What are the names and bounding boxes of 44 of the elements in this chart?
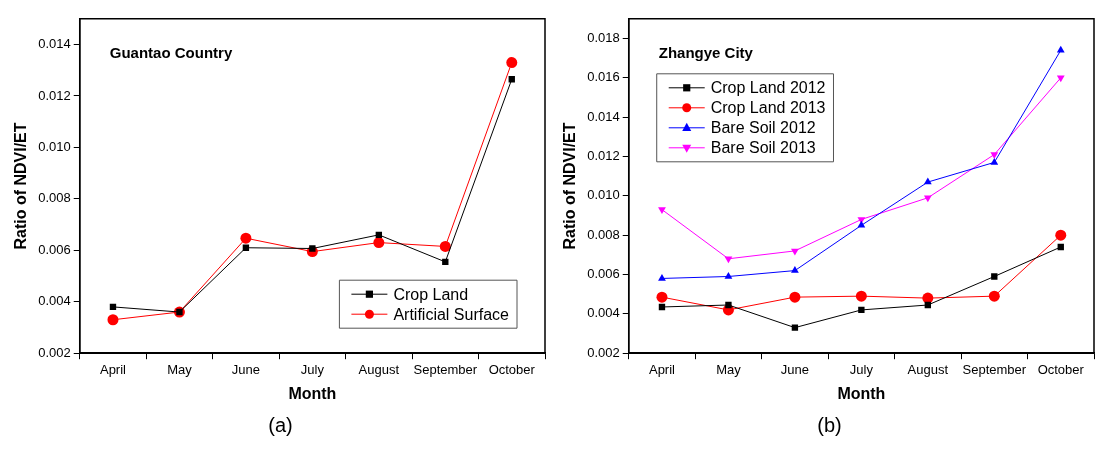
y-tick-label: 0.012	[587, 148, 620, 164]
legend-label: Artificial Surface	[393, 305, 510, 323]
y-tick-label: 0.006	[38, 241, 71, 257]
y-tick-label: 0.004	[38, 293, 71, 309]
y-tick-label: 0.010	[38, 138, 71, 154]
x-tick-label: June	[231, 361, 260, 377]
x-tick-label: October	[488, 361, 536, 377]
x-tick-label: September	[413, 361, 478, 377]
x-tick-label: April	[99, 361, 127, 377]
x-tick-label: September	[962, 361, 1027, 377]
x-tick-label: August	[907, 361, 949, 377]
x-tick-label: July	[849, 361, 874, 377]
x-tick-label: April	[648, 361, 676, 377]
text: Guantao Country	[109, 43, 233, 61]
x-tick-label: August	[358, 361, 400, 377]
legend-label: Crop Land 2013	[710, 99, 826, 117]
legend-label: Bare Soil 2013	[710, 139, 816, 157]
y-tick-label: 0.004	[587, 305, 620, 321]
y-tick-label: 0.014	[38, 36, 71, 52]
y-tick-label: 0.018	[587, 30, 620, 46]
x-tick-label: October	[1037, 361, 1085, 377]
y-tick-label: 0.014	[587, 108, 620, 124]
x-axis-title: Month	[288, 384, 337, 402]
x-tick-label: July	[300, 361, 325, 377]
x-tick-label: May	[167, 361, 193, 377]
y-tick-label: 0.008	[38, 190, 71, 206]
y-tick-label: 0.008	[587, 226, 620, 242]
text: (a)	[267, 414, 294, 437]
y-tick-label: 0.012	[38, 87, 71, 103]
legend-label: Crop Land	[393, 285, 469, 303]
y-tick-label: 0.006	[587, 266, 620, 282]
legend-label: Bare Soil 2012	[710, 119, 816, 137]
x-tick-label: May	[716, 361, 742, 377]
x-axis-title: Month	[837, 384, 886, 402]
text: Zhangye City	[658, 43, 754, 61]
y-axis-title: Ratio of NDVI/ET	[561, 122, 579, 250]
legend-label: Crop Land 2012	[710, 79, 826, 97]
y-tick-label: 0.002	[587, 344, 620, 360]
y-axis-title: Ratio of NDVI/ET	[12, 122, 30, 250]
x-tick-label: June	[780, 361, 809, 377]
y-tick-label: 0.010	[587, 187, 620, 203]
y-tick-label: 0.002	[38, 344, 71, 360]
text: (b)	[816, 414, 843, 437]
y-tick-label: 0.016	[587, 69, 620, 85]
